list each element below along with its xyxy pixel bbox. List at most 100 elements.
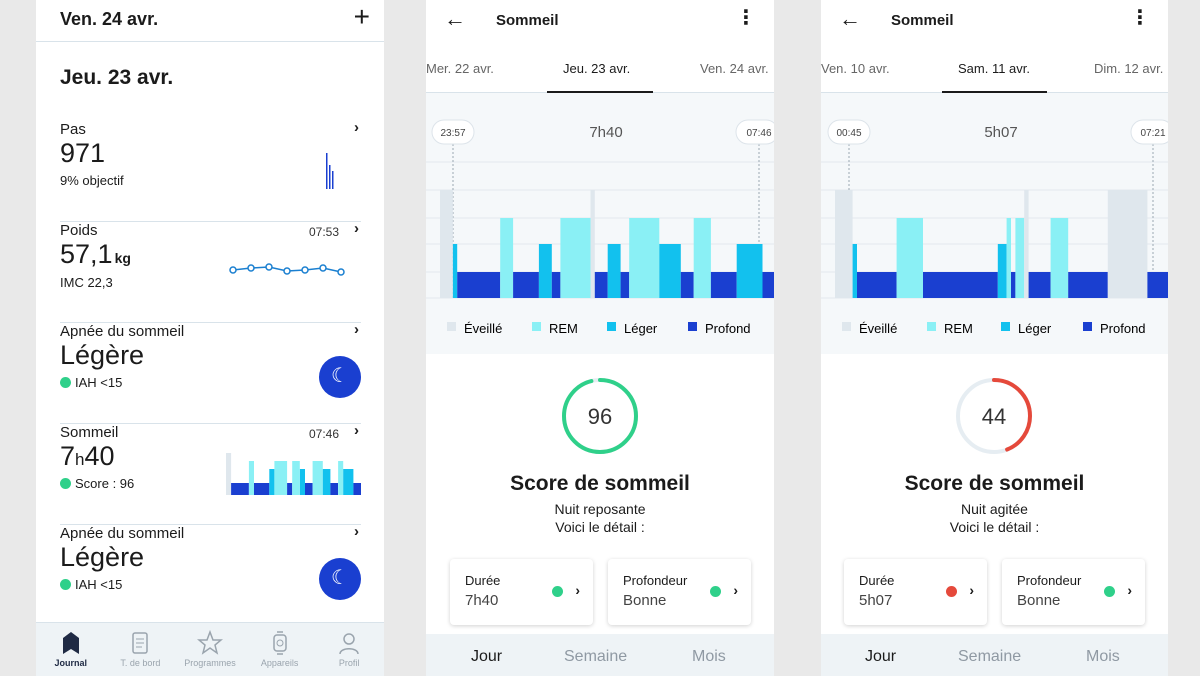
hypnogram-segment-deep <box>1028 272 1051 298</box>
tab-previous-day[interactable]: Ven. 10 avr. <box>821 61 890 76</box>
tab-month[interactable]: Mois <box>1086 648 1120 665</box>
tab-current-day[interactable]: Jeu. 23 avr. <box>563 61 631 76</box>
tab-week[interactable]: Semaine <box>564 648 628 665</box>
weight-time: 07:53 <box>308 225 339 239</box>
steps-card[interactable]: Pas 971 9% objectif › <box>60 119 361 222</box>
back-arrow-icon[interactable]: ← <box>839 6 861 31</box>
legend-awake: Éveillé <box>464 321 502 336</box>
sleep-header: ← Sommeil ⋮ Mer. 22 avr. Jeu. 23 avr. Ve… <box>426 0 774 93</box>
status-dot <box>946 586 957 597</box>
apnea-label: Apnée du sommeil <box>60 323 185 340</box>
tab-month[interactable]: Mois <box>692 648 726 665</box>
tab-week[interactable]: Semaine <box>958 648 1022 665</box>
hypnogram-segment-rem <box>1006 218 1011 298</box>
chevron-right-icon: › <box>354 321 359 338</box>
night-quality: Nuit reposante <box>554 501 646 517</box>
apnea-value: Légère <box>60 542 145 572</box>
chevron-right-icon: › <box>1127 582 1132 598</box>
legend-rem: REM <box>549 321 578 336</box>
hypnogram-segment-deep <box>1147 272 1168 298</box>
hypnogram-segment-light <box>607 244 621 298</box>
mini-segment-light <box>299 469 305 495</box>
hypnogram-segment-rem <box>560 218 591 298</box>
duration-value: 5h07 <box>859 592 893 609</box>
duration-value: 7h40 <box>465 592 499 609</box>
score-title: Score de sommeil <box>904 472 1085 495</box>
sleep-mini-chart <box>226 453 361 495</box>
sleep-label: Sommeil <box>60 424 119 441</box>
period-tabs: Jour Semaine Mois <box>426 634 774 676</box>
weight-point <box>319 264 327 272</box>
depth-label: Profondeur <box>623 573 688 588</box>
legend-deep: Profond <box>1100 321 1146 336</box>
hypnogram-segment-deep <box>1068 272 1108 298</box>
apnea-card[interactable]: Apnée du sommeil Légère IAH <15 › ☾ <box>60 523 361 626</box>
hypnogram-segment-light <box>997 244 1007 298</box>
hypnogram-segment-rem <box>629 218 660 298</box>
mini-segment-light <box>343 469 354 495</box>
apnea-index: IAH <15 <box>60 577 122 592</box>
duration-card[interactable]: Durée 7h40 › <box>450 559 593 625</box>
legend-swatch-deep <box>688 322 697 331</box>
tab-previous-day[interactable]: Mer. 22 avr. <box>426 61 494 76</box>
depth-card[interactable]: Profondeur Bonne › <box>608 559 751 625</box>
plus-icon[interactable]: + <box>353 1 370 32</box>
period-tabs: Jour Semaine Mois <box>821 634 1168 676</box>
tab-next-day[interactable]: Ven. 24 avr. <box>700 61 769 76</box>
steps-mini-chart <box>326 153 334 189</box>
weight-card[interactable]: Poids 57,1 kg IMC 22,3 07:53 › <box>60 220 361 323</box>
chevron-right-icon: › <box>733 582 738 598</box>
steps-goal: 9% objectif <box>60 173 124 188</box>
profile-icon <box>339 633 359 655</box>
nav-profile[interactable]: Profil <box>314 623 384 676</box>
weight-point <box>301 266 309 274</box>
total-duration: 7h40 <box>589 124 622 141</box>
status-dot <box>60 478 71 489</box>
apnea-index: IAH <15 <box>60 375 122 390</box>
status-dot <box>1104 586 1115 597</box>
apnea-label: Apnée du sommeil <box>60 525 185 542</box>
more-vert-icon[interactable]: ⋮ <box>1130 7 1150 29</box>
hypnogram-segment-rem <box>693 218 711 298</box>
end-time: 07:46 <box>746 128 771 139</box>
tab-day[interactable]: Jour <box>471 648 503 665</box>
legend-swatch-rem <box>532 322 541 331</box>
mini-segment-rem <box>292 461 300 495</box>
tab-current-day[interactable]: Sam. 11 avr. <box>958 61 1031 76</box>
hypnogram: 00:45 07:21 5h07 Éveillé REM Léger Profo… <box>821 119 1168 336</box>
legend-deep: Profond <box>705 321 751 336</box>
watch-icon <box>272 631 287 655</box>
status-dot <box>60 377 71 388</box>
nav-journal[interactable]: Journal <box>36 623 106 676</box>
hypnogram-segment-awake <box>440 190 453 298</box>
mini-segment-rem <box>338 461 344 495</box>
weight-point <box>283 267 291 275</box>
apnea-card[interactable]: Apnée du sommeil Légère IAH <15 › ☾ <box>60 321 361 424</box>
mini-segment-rem <box>274 461 288 495</box>
nav-devices[interactable]: Appareils <box>245 623 315 676</box>
score-value: 44 <box>982 404 1006 429</box>
hypnogram-segment-deep <box>857 272 897 298</box>
hypnogram-segment-deep <box>620 272 630 298</box>
header-date: Ven. 24 avr. <box>60 9 159 29</box>
nav-dashboard[interactable]: T. de bord <box>106 623 176 676</box>
legend-swatch-light <box>1001 322 1010 331</box>
back-arrow-icon[interactable]: ← <box>444 6 466 31</box>
tab-day[interactable]: Jour <box>865 648 897 665</box>
nav-programs[interactable]: Programmes <box>175 623 245 676</box>
weight-mini-chart <box>229 263 345 276</box>
more-vert-icon[interactable]: ⋮ <box>736 7 756 29</box>
journal-icon <box>62 632 79 654</box>
tab-next-day[interactable]: Dim. 12 avr. <box>1094 61 1164 76</box>
journal-screen: Ven. 24 avr. + Jeu. 23 avr. Pas 971 9% o… <box>36 0 384 676</box>
score-title: Score de sommeil <box>510 472 690 495</box>
bottom-nav: Journal T. de bord Programmes Appareils … <box>36 622 384 676</box>
chevron-right-icon: › <box>354 220 359 237</box>
depth-card[interactable]: Profondeur Bonne › <box>1002 559 1145 625</box>
sleep-card[interactable]: Sommeil 7h40 Score : 96 07:46 › <box>60 422 361 525</box>
hypnogram-segment-deep <box>551 272 561 298</box>
steps-bar <box>326 153 328 189</box>
apnea-value: Légère <box>60 340 145 370</box>
mini-segment-deep <box>287 483 293 495</box>
duration-card[interactable]: Durée 5h07 › <box>844 559 987 625</box>
